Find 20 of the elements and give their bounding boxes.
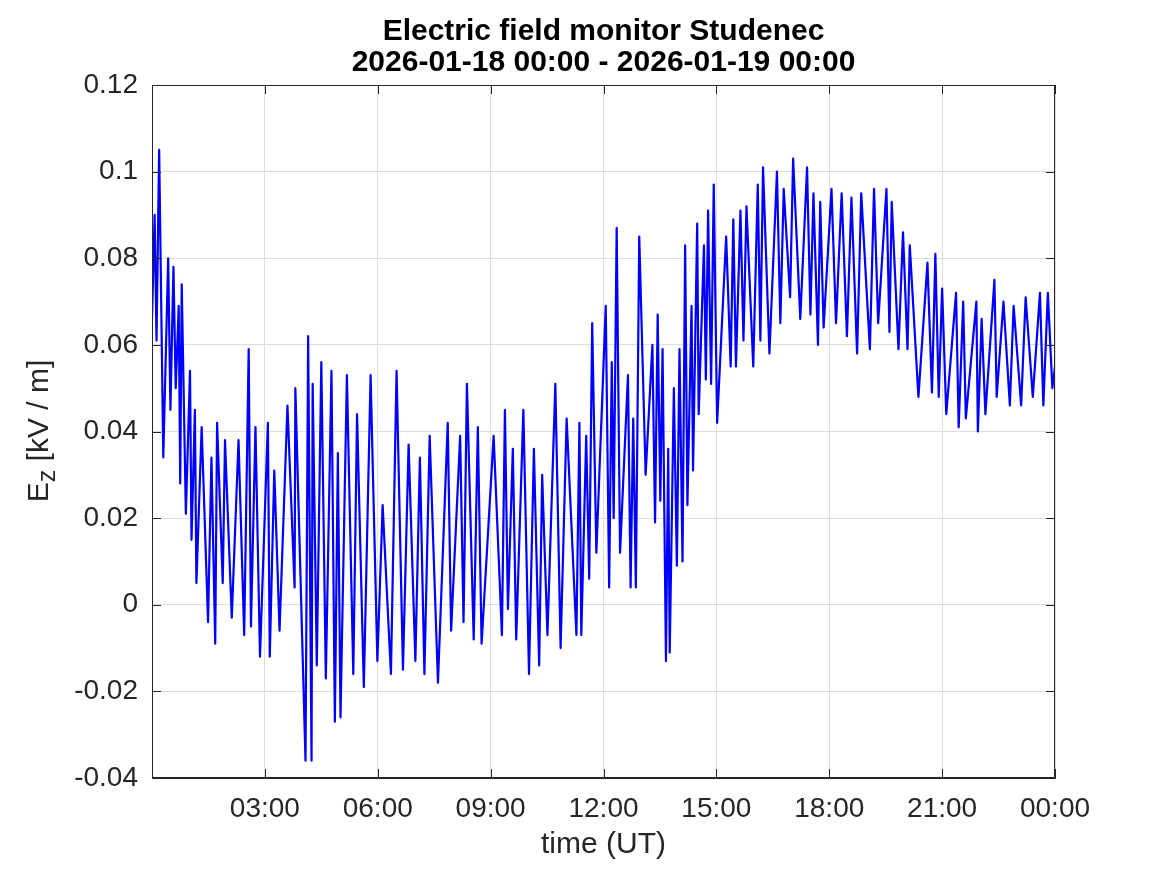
chart-subtitle: 2026-01-18 00:00 - 2026-01-19 00:00	[351, 44, 856, 78]
y-tick-label: 0.1	[99, 154, 138, 186]
y-tick-label: -0.04	[74, 760, 138, 792]
x-tick-label: 09:00	[455, 791, 526, 823]
chart-title: Electric field monitor Studenec	[382, 13, 825, 47]
y-tick-label: 0.02	[83, 500, 138, 532]
y-tick-label: 0.08	[83, 240, 138, 272]
y-tick-label: 0.04	[83, 414, 138, 446]
y-tick-label: 0.12	[83, 67, 138, 99]
x-tick-label: 15:00	[681, 791, 752, 823]
x-tick-label: 12:00	[568, 791, 639, 823]
x-tick-label: 18:00	[794, 791, 865, 823]
x-tick-label: 06:00	[342, 791, 413, 823]
x-axis-title: time (UT)	[541, 826, 666, 860]
y-tick-label: 0	[122, 587, 138, 619]
x-tick-label: 00:00	[1019, 791, 1091, 823]
y-tick-label: 0.06	[83, 327, 138, 359]
x-tick-label: 03:00	[229, 791, 300, 823]
x-tick-label: 21:00	[907, 791, 978, 823]
y-tick-label: -0.02	[74, 674, 138, 706]
